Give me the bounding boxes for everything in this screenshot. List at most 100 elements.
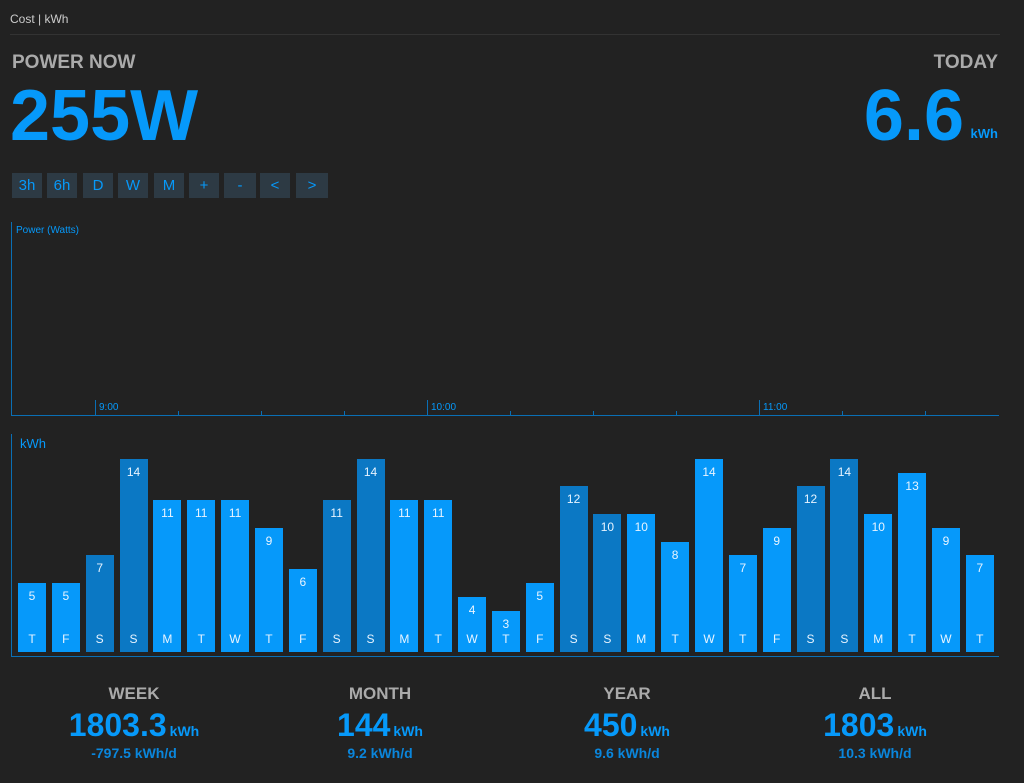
bar-value-label: 3 <box>502 617 510 631</box>
kwh-bar[interactable] <box>187 500 216 652</box>
kwh-bar[interactable] <box>390 500 419 652</box>
kwh-bar[interactable] <box>796 486 825 652</box>
stat-year: YEAR 450 kWh 9.6 kWh/d <box>507 684 747 761</box>
time-axis-tick <box>427 400 428 415</box>
bar-value-label: 14 <box>837 465 852 479</box>
kwh-bar[interactable] <box>51 583 80 652</box>
kwh-axis-title: kWh <box>20 436 46 451</box>
bar-day-label: S <box>806 632 815 646</box>
kwh-bar[interactable] <box>85 555 114 652</box>
stat-year-value: 450 <box>584 707 638 743</box>
bar-value-label: 5 <box>62 589 70 603</box>
bar-day-label: T <box>265 632 273 646</box>
kwh-bar-chart: kWh 5 T 5 F 7 S 14 S 11 M 11 T 11 W 9 T 6 F 11 S 14 S 11 M 11 T 4 W… <box>11 434 999 657</box>
kwh-bar[interactable] <box>864 514 893 652</box>
bar-value-label: 14 <box>363 465 378 479</box>
kwh-bar[interactable] <box>762 528 791 652</box>
range-week-button[interactable]: W <box>118 173 148 198</box>
bar-value-label: 5 <box>28 589 36 603</box>
prev-button[interactable]: < <box>260 173 290 198</box>
stat-month-unit: kWh <box>393 723 423 739</box>
bar-value-label: 11 <box>431 506 445 520</box>
bar-day-label: T <box>908 632 916 646</box>
kwh-bar[interactable] <box>627 514 656 652</box>
kwh-bar[interactable] <box>18 583 46 652</box>
kwh-bar[interactable] <box>153 500 182 652</box>
bar-value-label: 10 <box>871 520 885 534</box>
kwh-bar[interactable] <box>525 583 554 652</box>
power-axis-title: Power (Watts) <box>16 225 79 236</box>
kwh-bar[interactable] <box>288 569 317 652</box>
bar-day-label: T <box>434 632 442 646</box>
bar-day-label: M <box>162 632 173 646</box>
stat-year-label: YEAR <box>603 684 651 703</box>
kwh-bar[interactable] <box>695 459 723 652</box>
stat-month-rate: 9.2 kWh/d <box>347 745 413 761</box>
stat-all-unit: kWh <box>897 723 927 739</box>
kwh-bar[interactable] <box>119 459 148 652</box>
kwh-bar[interactable] <box>898 473 927 652</box>
bar-value-label: 9 <box>942 534 950 548</box>
bar-value-label: 12 <box>566 492 581 506</box>
stat-week-value: 1803.3 <box>68 707 167 743</box>
bar-value-label: 10 <box>634 520 648 534</box>
top-bar: Cost | kWh <box>10 0 1000 35</box>
next-button[interactable]: > <box>296 173 328 198</box>
time-axis-label: 11:00 <box>763 402 788 413</box>
range-3h-button[interactable]: 3h <box>12 173 42 198</box>
zoom-in-button[interactable]: + <box>189 173 219 198</box>
bar-value-label: 12 <box>803 492 818 506</box>
bar-day-label: M <box>636 632 647 646</box>
bar-day-label: T <box>739 632 747 646</box>
today-unit: kWh <box>970 126 998 141</box>
kwh-bar[interactable] <box>356 459 385 652</box>
kwh-bar[interactable] <box>661 542 690 652</box>
stat-year-rate: 9.6 kWh/d <box>594 745 660 761</box>
stat-all-rate: 10.3 kWh/d <box>838 745 912 761</box>
kwh-bar[interactable] <box>322 500 351 652</box>
bar-value-label: 5 <box>536 589 544 603</box>
bar-value-label: 14 <box>126 465 141 479</box>
kwh-bar[interactable] <box>830 459 859 652</box>
bar-value-label: 13 <box>905 479 919 493</box>
stat-month-value-line: 144 kWh <box>260 707 500 743</box>
time-axis-label: 9:00 <box>99 402 119 413</box>
kwh-bar[interactable] <box>593 514 622 652</box>
stat-year-unit: kWh <box>640 723 670 739</box>
bar-day-label: S <box>569 632 578 646</box>
kwh-bar[interactable] <box>254 528 283 652</box>
kwh-bar[interactable] <box>221 500 250 652</box>
time-axis-tick <box>593 411 594 415</box>
bar-day-label: S <box>95 632 104 646</box>
kwh-bar[interactable] <box>728 555 757 652</box>
stat-week-label: WEEK <box>108 684 160 703</box>
stat-all-value-line: 1803 kWh <box>755 707 995 743</box>
stat-week-unit: kWh <box>169 723 200 739</box>
bar-value-label: 9 <box>773 534 781 548</box>
kwh-bar[interactable] <box>559 486 588 652</box>
stat-all-value: 1803 <box>823 707 895 743</box>
range-day-button[interactable]: D <box>83 173 113 198</box>
bar-day-label: M <box>399 632 410 646</box>
kwh-bar[interactable] <box>491 611 520 652</box>
kwh-bar[interactable] <box>424 500 453 652</box>
zoom-out-button[interactable]: - <box>224 173 256 198</box>
time-axis-tick <box>925 411 926 415</box>
power-now-label: POWER NOW <box>12 52 136 73</box>
kwh-bar[interactable] <box>931 528 960 652</box>
range-6h-button[interactable]: 6h <box>47 173 77 198</box>
bar-day-label: M <box>873 632 884 646</box>
stat-month-label: MONTH <box>348 684 412 703</box>
bar-value-label: 8 <box>671 548 679 562</box>
bar-value-label: 7 <box>976 561 984 575</box>
stat-month: MONTH 144 kWh 9.2 kWh/d <box>260 684 500 761</box>
bar-value-label: 11 <box>398 506 411 520</box>
bar-day-label: W <box>466 632 478 646</box>
range-month-button[interactable]: M <box>154 173 184 198</box>
bar-value-label: 6 <box>299 575 307 589</box>
stat-week-rate: -797.5 kWh/d <box>91 745 177 761</box>
view-mode-label[interactable]: Cost | kWh <box>10 12 69 26</box>
kwh-bar[interactable] <box>965 555 994 652</box>
bar-day-label: W <box>940 632 952 646</box>
kwh-bar[interactable] <box>458 597 487 652</box>
